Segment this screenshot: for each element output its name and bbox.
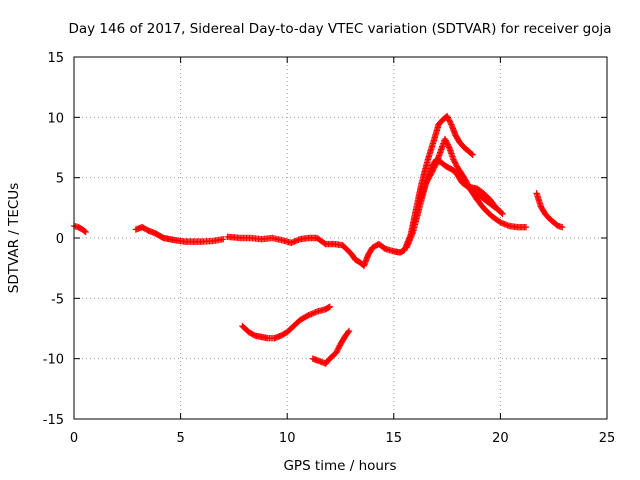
data-point: [450, 156, 457, 163]
data-point: [288, 239, 295, 247]
data-point: [446, 118, 454, 125]
data-point: [500, 220, 507, 227]
data-point: [334, 346, 341, 354]
y-tick-label: -10: [43, 353, 64, 368]
data-point: [333, 348, 341, 355]
data-point: [293, 237, 301, 244]
data-point: [429, 167, 437, 174]
data-point: [428, 169, 435, 177]
data-point: [309, 310, 316, 317]
x-tick-labels: 0 5 10 15 20 25: [70, 431, 615, 446]
data-point: [305, 312, 312, 319]
series-arc-5: [416, 135, 530, 231]
data-point: [501, 220, 508, 228]
data-point: [291, 238, 298, 245]
data-point: [430, 165, 437, 173]
data-point: [451, 157, 458, 165]
data-point: [452, 160, 459, 167]
series-arc-3: [224, 112, 476, 269]
series-arc-9: [309, 327, 353, 367]
y-axis-label: SDTVAR / TECUs: [6, 183, 22, 293]
y-tick-label: -15: [43, 413, 64, 428]
data-point: [292, 237, 299, 245]
grid-lines: [74, 57, 607, 419]
data-point: [333, 349, 340, 356]
y-tick-labels: -15 -10 -5 0 5 10 15: [43, 51, 64, 428]
data-point: [499, 210, 506, 218]
data-point: [559, 223, 566, 231]
data-point: [497, 219, 504, 226]
x-tick-label: 5: [176, 431, 184, 446]
data-point: [445, 115, 452, 123]
series-arc-4: [403, 156, 504, 251]
data-series: [70, 112, 566, 367]
data-point: [469, 151, 476, 158]
data-point: [295, 236, 302, 244]
data-point: [443, 112, 451, 120]
data-point: [468, 150, 475, 158]
y-tick-label: 15: [47, 51, 64, 66]
x-tick-label: 10: [279, 431, 296, 446]
data-point: [220, 236, 227, 243]
data-point: [312, 309, 319, 316]
x-axis-label: GPS time / hours: [283, 458, 396, 474]
data-point: [325, 304, 332, 311]
data-point: [498, 209, 505, 217]
series-arc-7: [533, 190, 566, 231]
x-tick-label: 20: [492, 431, 509, 446]
data-point: [443, 140, 451, 147]
y-tick-label: 5: [56, 172, 64, 187]
data-point: [345, 327, 353, 335]
data-point: [444, 141, 452, 148]
data-point: [443, 138, 450, 146]
data-point: [431, 164, 438, 171]
data-point: [502, 221, 510, 228]
y-tick-label: 0: [56, 232, 64, 247]
data-point: [498, 219, 506, 227]
data-point: [432, 161, 439, 168]
plot-frame: [73, 56, 608, 420]
x-tick-label: 0: [70, 431, 78, 446]
data-point: [306, 311, 314, 318]
data-point: [344, 328, 352, 336]
data-point: [445, 142, 452, 150]
x-tick-label: 15: [386, 431, 403, 446]
data-point: [504, 222, 511, 229]
data-point: [311, 309, 318, 317]
data-point: [444, 114, 452, 121]
data-point: [442, 137, 449, 144]
data-point: [453, 161, 460, 169]
x-tick-label: 25: [599, 431, 616, 446]
data-point: [451, 159, 459, 166]
data-point: [428, 168, 436, 175]
data-point: [81, 227, 88, 235]
data-point: [335, 345, 342, 352]
chart-title: Day 146 of 2017, Sidereal Day-to-day VTE…: [68, 21, 611, 37]
y-tick-label: -5: [51, 292, 64, 307]
data-point: [308, 310, 315, 318]
data-point: [335, 343, 343, 351]
series-arc-6: [467, 184, 506, 218]
series-arc-8: [239, 303, 334, 342]
data-point: [326, 303, 334, 310]
data-point: [522, 223, 530, 231]
data-point: [82, 228, 89, 236]
series-arc-2: [132, 223, 227, 245]
axis-ticks: [73, 56, 608, 420]
data-point: [446, 117, 453, 124]
data-point: [441, 135, 449, 143]
data-point: [289, 239, 297, 246]
data-point: [431, 162, 439, 170]
y-tick-label: 10: [47, 111, 64, 126]
data-point: [447, 119, 454, 127]
